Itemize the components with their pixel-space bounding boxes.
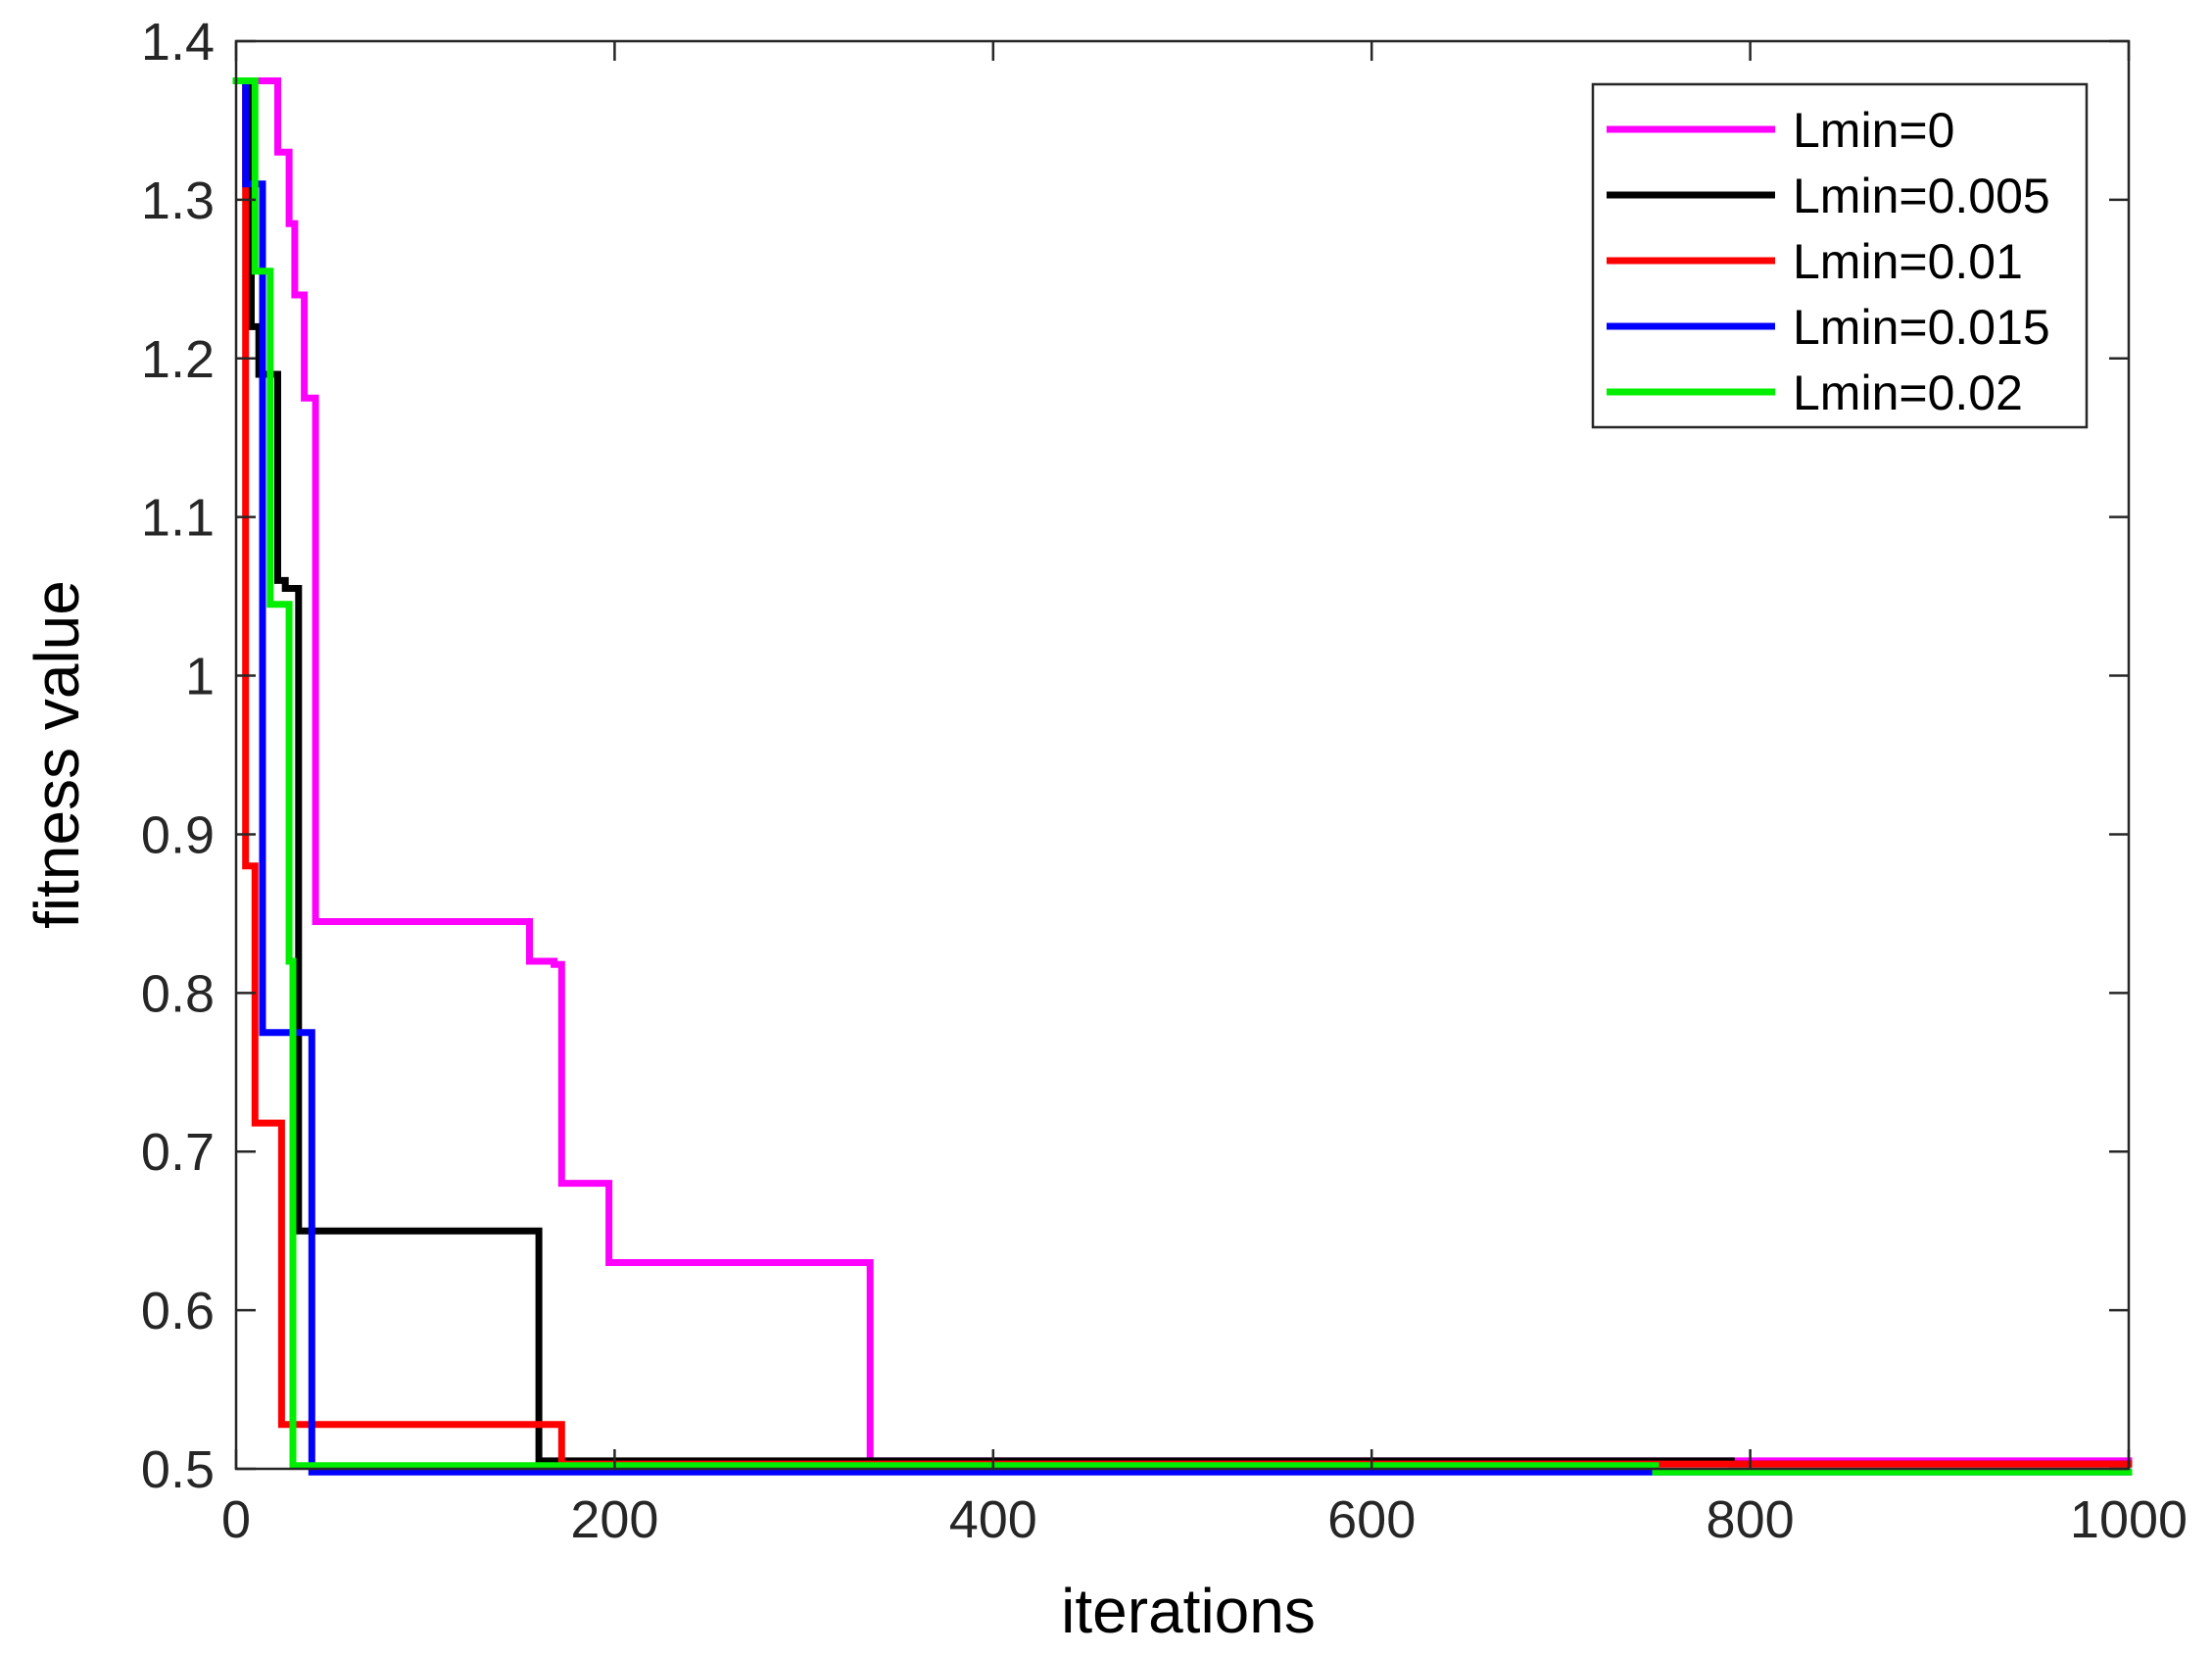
y-tick-label: 1.1 [141, 489, 215, 548]
y-tick-label: 1.3 [141, 171, 215, 230]
series-line-2 [232, 77, 2133, 1468]
y-tick-label: 0.9 [141, 805, 215, 864]
y-axis-label: fitness value [22, 580, 92, 929]
x-axis-label: iterations [1061, 1576, 1316, 1646]
legend: Lmin=0 Lmin=0.005 Lmin=0.01 Lmin=0.015 Lmin=… [1591, 82, 2089, 429]
plot-frame [234, 39, 2131, 1471]
legend-label-0: Lmin=0 [1793, 103, 1954, 158]
x-tick-label: 800 [1707, 1490, 1795, 1549]
y-tick-label: 1 [185, 648, 215, 706]
series-line-4 [232, 77, 2133, 1476]
y-tick-label: 0.6 [141, 1282, 215, 1340]
x-tick-label: 600 [1327, 1490, 1416, 1549]
series-layer [232, 77, 2133, 1476]
y-tick-label: 1.4 [141, 13, 215, 72]
legend-label-2: Lmin=0.01 [1793, 234, 2023, 289]
ticks-layer: 0 200 400 600 800 1000 0.5 0.6 0.7 0.8 0.9 1 1.1 1.2 1… [141, 13, 2188, 1549]
x-tick-label: 400 [949, 1490, 1037, 1549]
y-tick-label: 0.5 [141, 1440, 215, 1499]
legend-label-1: Lmin=0.005 [1793, 169, 2050, 223]
y-tick-label: 1.2 [141, 330, 215, 389]
legend-label-3: Lmin=0.015 [1793, 300, 2050, 355]
legend-box [1591, 82, 2089, 429]
x-tick-label: 1000 [2070, 1490, 2188, 1549]
x-tick-label: 200 [570, 1490, 658, 1549]
x-tick-label: 0 [221, 1490, 251, 1549]
legend-label-4: Lmin=0.02 [1793, 365, 2023, 420]
series-line-3 [232, 77, 2133, 1476]
y-tick-label: 0.8 [141, 964, 215, 1023]
series-line-0 [232, 77, 2133, 1465]
y-tick-label: 0.7 [141, 1123, 215, 1182]
